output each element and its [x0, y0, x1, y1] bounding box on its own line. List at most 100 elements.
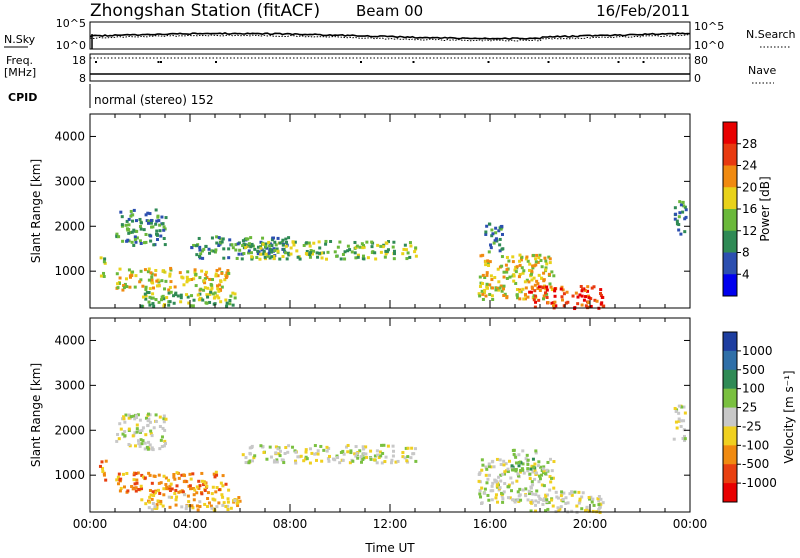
velocity-cell	[134, 489, 138, 493]
velocity-cell	[104, 459, 108, 463]
power-cell	[481, 297, 485, 301]
power-cell	[228, 302, 232, 306]
velocity-cell	[529, 500, 533, 504]
velocity-cell	[160, 445, 164, 449]
power-cell	[481, 292, 485, 296]
power-cell	[524, 257, 528, 261]
velocity-cell	[534, 503, 538, 507]
power-cell	[240, 252, 244, 256]
power-colorbar-tick-label: 12	[742, 224, 757, 238]
power-colorbar-swatch	[723, 165, 737, 188]
velocity-cell	[345, 445, 349, 449]
velocity-cell	[529, 509, 533, 513]
power-cell	[128, 231, 132, 235]
velocity-cell	[341, 458, 345, 462]
power-cell	[311, 252, 315, 256]
power-cell	[259, 246, 263, 250]
velocity-cell	[494, 496, 498, 500]
power-cell	[164, 216, 168, 220]
power-cell	[139, 278, 143, 282]
velocity-cell	[354, 445, 358, 449]
velocity-cell	[556, 506, 560, 510]
power-cell	[491, 286, 495, 290]
power-cell	[197, 236, 201, 240]
power-cell	[266, 254, 270, 258]
power-cell	[308, 255, 312, 259]
power-cell	[249, 236, 253, 240]
power-cell	[185, 280, 189, 284]
power-cell	[190, 294, 194, 298]
nave-dip-mark	[642, 61, 645, 63]
power-cell	[163, 243, 167, 247]
power-cell	[542, 294, 546, 298]
velocity-cell	[517, 500, 521, 504]
power-cell	[228, 238, 232, 242]
velocity-cell	[490, 484, 494, 488]
power-cell	[151, 225, 155, 229]
velocity-cell	[508, 496, 512, 500]
velocity-cell	[299, 454, 303, 458]
velocity-cell	[382, 443, 386, 447]
power-cell	[138, 239, 142, 243]
power-cell	[291, 240, 295, 244]
velocity-cell	[672, 437, 676, 441]
velocity-cell	[124, 413, 128, 417]
velocity-cell	[268, 445, 272, 449]
power-cell	[141, 295, 145, 299]
power-cell	[536, 287, 540, 291]
nave-dip-mark	[547, 61, 550, 63]
power-cell	[296, 255, 300, 259]
velocity-cell	[338, 461, 342, 465]
power-cell	[242, 252, 246, 256]
power-cell	[225, 304, 229, 308]
power-cell	[146, 270, 150, 274]
power-cell	[580, 294, 584, 298]
velocity-cell	[679, 424, 683, 428]
power-cell	[283, 251, 287, 255]
power-cell	[204, 270, 208, 274]
velocity-cell	[498, 486, 502, 490]
power-cell	[198, 254, 202, 258]
velocity-cell	[101, 470, 105, 474]
power-cell	[403, 243, 407, 247]
velocity-colorbar-label: Velocity [m s⁻¹]	[782, 370, 796, 463]
velocity-cell	[222, 501, 226, 505]
power-cell	[150, 275, 154, 279]
velocity-cell	[580, 507, 584, 511]
power-cell	[152, 304, 156, 308]
velocity-cell	[138, 444, 142, 448]
velocity-cell	[162, 417, 166, 421]
velocity-cell	[149, 493, 153, 497]
nave-dip-mark	[157, 61, 160, 63]
power-cell	[495, 239, 499, 243]
power-colorbar-tick-label: 24	[742, 159, 757, 173]
power-cell	[231, 303, 235, 307]
velocity-cell	[150, 497, 154, 501]
velocity-cell	[494, 493, 498, 497]
velocity-cell	[127, 413, 131, 417]
nsearch-tick-bottom: 10^0	[694, 39, 724, 52]
power-cell	[161, 269, 165, 273]
velocity-cell	[154, 489, 158, 493]
velocity-cell	[294, 450, 298, 454]
velocity-cell	[499, 473, 503, 477]
velocity-cell	[207, 501, 211, 505]
velocity-cell	[141, 475, 145, 479]
power-cell	[479, 254, 483, 258]
velocity-cell	[135, 423, 139, 427]
power-cell	[384, 252, 388, 256]
velocity-cell	[394, 460, 398, 464]
velocity-xtick-label: 00:00	[673, 517, 708, 531]
velocity-cell	[322, 448, 326, 452]
power-cell	[262, 249, 266, 253]
power-cell	[565, 290, 569, 294]
power-cell	[325, 257, 329, 261]
velocity-cell	[542, 465, 546, 469]
velocity-cell	[162, 444, 166, 448]
power-ytick-label: 4000	[54, 129, 85, 143]
velocity-cell	[189, 487, 193, 491]
power-cell	[535, 279, 539, 283]
power-cell	[489, 274, 493, 278]
power-cell	[498, 243, 502, 247]
power-cell	[387, 240, 391, 244]
